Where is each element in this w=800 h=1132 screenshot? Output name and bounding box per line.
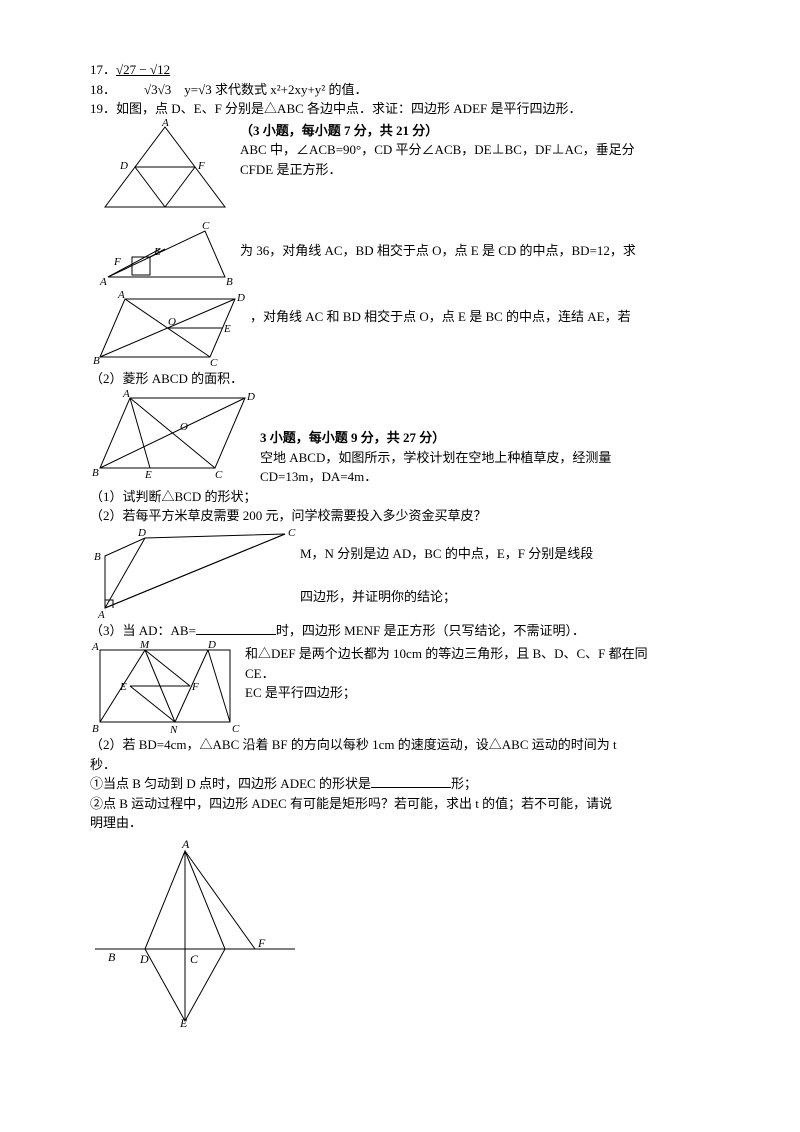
svg-text:C: C bbox=[190, 952, 199, 966]
svg-text:F: F bbox=[197, 160, 205, 172]
svg-text:C: C bbox=[210, 357, 218, 369]
svg-text:E: E bbox=[119, 681, 127, 693]
q24-part3: （3）当 AD：AB= 时，四边形 MENF 是正方形（只写结论，不需证明）． bbox=[90, 621, 710, 641]
svg-text:B: B bbox=[108, 950, 116, 964]
q24b-text: 四边形，并证明你的结论； bbox=[300, 589, 456, 604]
q25c-line: EC 是平行四边形； bbox=[245, 683, 710, 703]
q25c-text: EC 是平行四边形； bbox=[245, 685, 356, 700]
svg-text:F: F bbox=[257, 936, 266, 950]
q25b-line: CE． bbox=[245, 664, 710, 684]
q25e-line: 秒． bbox=[90, 755, 710, 775]
q25b-text: CE． bbox=[245, 666, 275, 681]
q22-part2: （2）菱形 ABCD 的面积． bbox=[90, 369, 710, 389]
section5-header: 3 小题，每小题 9 分，共 27 分） bbox=[260, 428, 710, 448]
diagram-cfde: C F E A B bbox=[90, 219, 240, 289]
q18-line: 18． √3√3 y=√3 求代数式 x²+2xy+y² 的值． bbox=[90, 80, 710, 100]
q25-1a: ①当点 B 匀动到 D 点时，四边形 ADEC 的形状是 bbox=[90, 776, 371, 791]
q19-text: 19．如图，点 D、E、F 分别是△ABC 各边中点．求证：四边形 ADEF 是… bbox=[90, 101, 582, 116]
svg-text:A: A bbox=[91, 641, 99, 653]
svg-text:B: B bbox=[94, 551, 101, 563]
q23b-line: CD=13m，DA=4m． bbox=[260, 467, 710, 487]
diagram-rhombus-abcd: A D B C O E bbox=[90, 388, 260, 483]
q25a-line: 和△DEF 是两个边长都为 10cm 的等边三角形，且 B、D、C、F 都在同 bbox=[245, 644, 710, 664]
q24-3b: 时，四边形 MENF 是正方形（只写结论，不需证明）． bbox=[276, 623, 585, 638]
q23a-line: 空地 ABCD，如图所示，学校计划在空地上种植草皮，经测量 bbox=[260, 448, 710, 468]
diagram-quad-dc: A D C B bbox=[90, 526, 300, 621]
q20a-text: ABC 中，∠ACB=90°，CD 平分∠ACB，DE⊥BC，DF⊥AC，垂足分 bbox=[240, 142, 635, 157]
svg-text:D: D bbox=[207, 640, 216, 651]
diagram-rect-menf: A M D E F B N C bbox=[90, 640, 245, 735]
q24-3a: （3）当 AD：AB= bbox=[90, 623, 196, 638]
svg-text:E: E bbox=[223, 323, 231, 335]
svg-text:F: F bbox=[191, 681, 199, 693]
svg-text:D: D bbox=[139, 952, 149, 966]
q25-sub2b: 明理由． bbox=[90, 813, 710, 833]
q25a-text: 和△DEF 是两个边长都为 10cm 的等边三角形，且 B、D、C、F 都在同 bbox=[245, 646, 648, 661]
q25-sub1: ①当点 B 匀动到 D 点时，四边形 ADEC 的形状是 形； bbox=[90, 774, 710, 794]
svg-text:D: D bbox=[236, 292, 245, 304]
svg-text:A: A bbox=[117, 289, 125, 301]
diagram-parallelogram-oe: A D B C O E bbox=[90, 289, 250, 369]
q18-label: 18． bbox=[90, 82, 116, 97]
blank-1 bbox=[196, 621, 276, 635]
svg-text:D: D bbox=[119, 160, 128, 172]
q25d-line: （2）若 BD=4cm，△ABC 沿着 BF 的方向以每秒 1cm 的速度运动，… bbox=[90, 735, 710, 755]
svg-text:D: D bbox=[246, 391, 255, 403]
q25-1b: 形； bbox=[451, 776, 477, 791]
q17-line: 17．√27 − √12 bbox=[90, 60, 710, 80]
q24a-line: M，N 分别是边 AD，BC 的中点，E，F 分别是线段 bbox=[300, 544, 710, 564]
svg-text:O: O bbox=[168, 316, 176, 328]
svg-text:A: A bbox=[97, 609, 105, 621]
q17-expr: √27 − √12 bbox=[116, 62, 170, 77]
q21-line: 为 36，对角线 AC，BD 相交于点 O，点 E 是 CD 的中点，BD=12… bbox=[240, 241, 710, 261]
blank-2 bbox=[371, 774, 451, 788]
svg-text:F: F bbox=[113, 256, 121, 268]
q23b-text: CD=13m，DA=4m． bbox=[260, 469, 377, 484]
svg-text:C: C bbox=[202, 220, 210, 232]
q20b-text: CFDE 是正方形． bbox=[240, 162, 341, 177]
svg-text:N: N bbox=[169, 724, 178, 735]
diagram-final-rhombus: A B D C F E bbox=[90, 839, 300, 1029]
q18-text: √3√3 y=√3 求代数式 x²+2xy+y² 的值． bbox=[144, 82, 367, 97]
q23-part2: （2）若每平方米草皮需要 200 元，问学校需要投入多少资金买草皮？ bbox=[90, 506, 710, 526]
q20-line-b: CFDE 是正方形． bbox=[240, 160, 710, 180]
svg-text:M: M bbox=[139, 640, 150, 651]
q24a-text: M，N 分别是边 AD，BC 的中点，E，F 分别是线段 bbox=[300, 546, 593, 561]
q22-line: ，对角线 AC 和 BD 相交于点 O，点 E 是 BC 的中点，连结 AE，若 bbox=[250, 307, 710, 327]
svg-text:B: B bbox=[92, 467, 99, 479]
q20-line-a: ABC 中，∠ACB=90°，CD 平分∠ACB，DE⊥BC，DF⊥AC，垂足分 bbox=[240, 140, 710, 160]
svg-text:A: A bbox=[181, 839, 190, 851]
svg-text:C: C bbox=[215, 469, 223, 481]
svg-text:D: D bbox=[137, 527, 146, 539]
svg-text:A: A bbox=[122, 388, 130, 400]
section4-header: （3 小题，每小题 7 分，共 21 分） bbox=[240, 121, 710, 141]
svg-text:A: A bbox=[99, 276, 107, 288]
q23-part1: （1）试判断△BCD 的形状； bbox=[90, 487, 710, 507]
q23a-text: 空地 ABCD，如图所示，学校计划在空地上种植草皮，经测量 bbox=[260, 450, 611, 465]
svg-text:E: E bbox=[153, 246, 161, 258]
svg-text:C: C bbox=[232, 723, 240, 735]
q19-line: 19．如图，点 D、E、F 分别是△ABC 各边中点．求证：四边形 ADEF 是… bbox=[90, 99, 710, 119]
svg-text:C: C bbox=[288, 527, 296, 539]
q17-label: 17． bbox=[90, 62, 116, 77]
q24b-line: 四边形，并证明你的结论； bbox=[300, 587, 710, 607]
svg-text:E: E bbox=[144, 469, 152, 481]
svg-text:B: B bbox=[93, 355, 100, 367]
svg-text:A: A bbox=[161, 119, 169, 129]
q21a-text: 为 36，对角线 AC，BD 相交于点 O，点 E 是 CD 的中点，BD=12… bbox=[240, 243, 636, 258]
q22a-text: ，对角线 AC 和 BD 相交于点 O，点 E 是 BC 的中点，连结 AE，若 bbox=[250, 309, 631, 324]
svg-text:B: B bbox=[92, 723, 99, 735]
diagram-triangle-adef: A D F bbox=[90, 119, 240, 219]
svg-text:O: O bbox=[180, 421, 188, 433]
svg-text:B: B bbox=[226, 276, 233, 288]
svg-text:E: E bbox=[179, 1016, 188, 1029]
q25-sub2a: ②点 B 运动过程中，四边形 ADEC 有可能是矩形吗？若可能，求出 t 的值；… bbox=[90, 794, 710, 814]
